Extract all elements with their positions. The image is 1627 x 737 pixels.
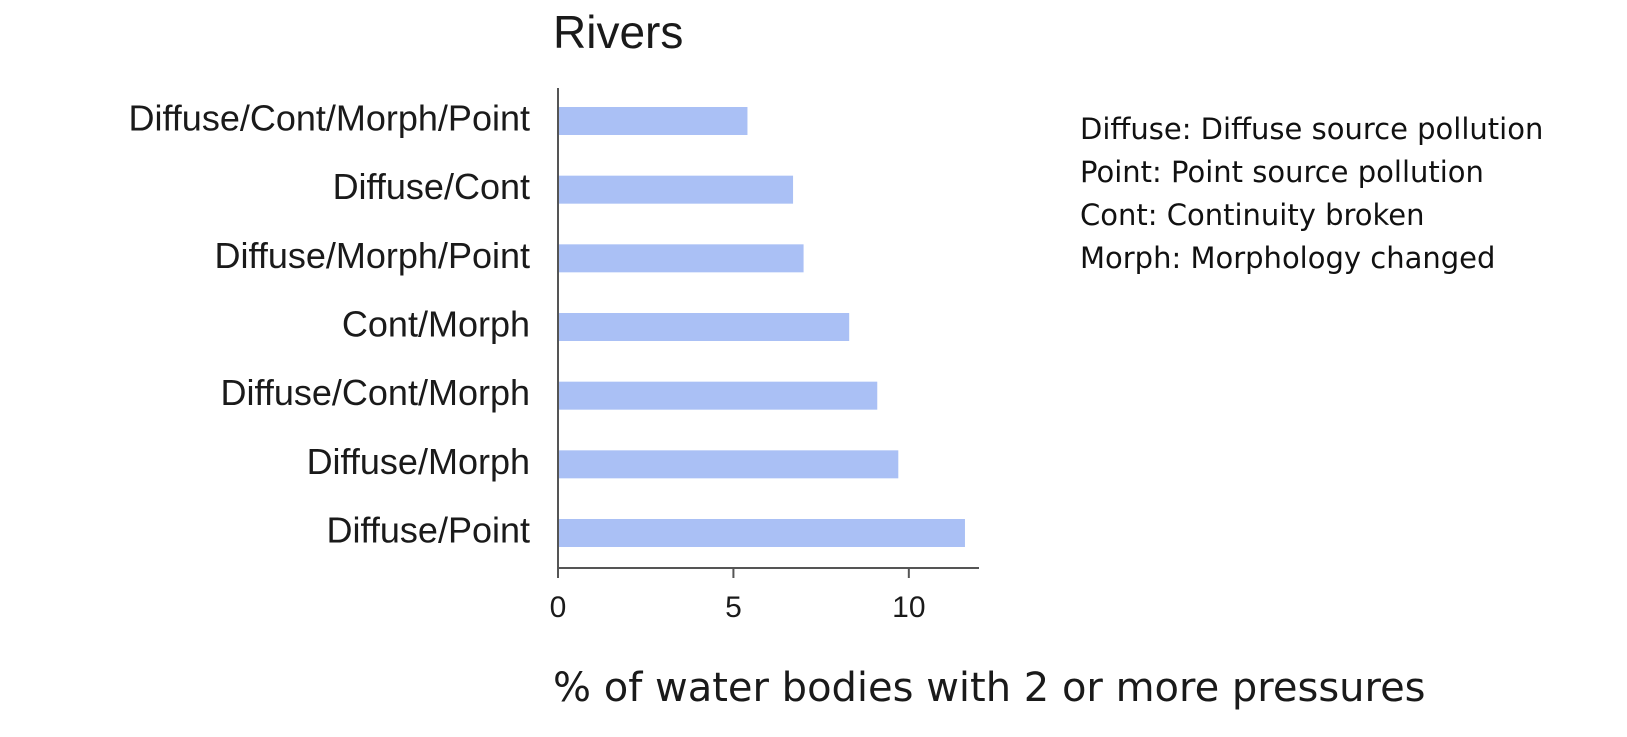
bar [558,450,899,479]
bar [558,381,878,410]
legend-note: Cont: Continuity broken [1080,198,1425,232]
y-tick-label: Diffuse/Cont/Morph/Point [128,98,530,139]
y-tick-label: Diffuse/Cont/Morph [221,372,530,413]
bar [558,519,965,547]
legend-note: Diffuse: Diffuse source pollution [1080,112,1543,146]
bar [558,244,804,273]
x-tick-label: 5 [725,591,742,624]
bar [558,107,748,135]
y-tick-label: Diffuse/Morph/Point [215,235,531,276]
y-tick-label: Cont/Morph [342,304,530,345]
chart-title: Rivers [553,6,683,58]
legend-note: Morph: Morphology changed [1080,241,1495,275]
y-tick-label: Diffuse/Cont [333,166,530,207]
x-tick-label: 0 [550,591,567,624]
y-tick-label: Diffuse/Point [327,510,530,551]
x-axis-label: % of water bodies with 2 or more pressur… [553,665,1426,711]
legend-note: Point: Point source pollution [1080,155,1484,189]
bar [558,313,850,341]
y-tick-label: Diffuse/Morph [307,441,530,482]
bar [558,175,794,204]
x-tick-label: 10 [892,591,925,624]
